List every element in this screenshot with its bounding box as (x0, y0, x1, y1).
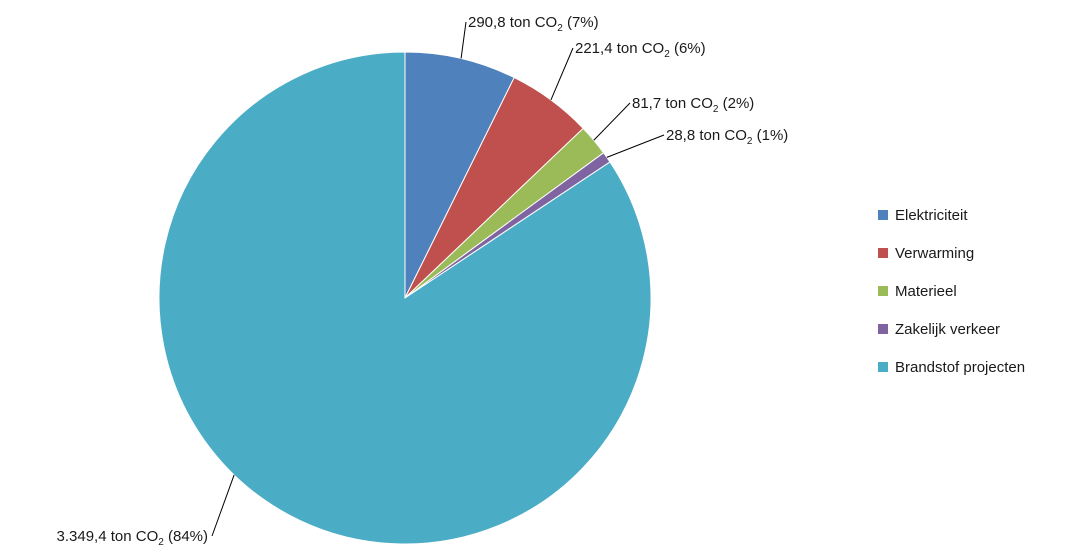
legend-swatch-zakelijk-verkeer (878, 324, 888, 334)
legend-label-elektriciteit: Elektriciteit (895, 207, 968, 224)
data-labels: 290,8 ton CO2 (7%) 221,4 ton CO2 (6%) 81,7… (57, 14, 789, 546)
legend-swatch-brandstof-projecten (878, 362, 888, 372)
legend: Elektriciteit Verwarming Materieel Zakelijk… (878, 207, 1025, 376)
legend-swatch-materieel (878, 286, 888, 296)
leader-line-zakelijk-verkeer (606, 134, 665, 158)
pie-slices (158, 51, 652, 545)
leader-lines (211, 21, 665, 537)
pie-slice-elektriciteit (404, 51, 515, 299)
legend-label-zakelijk-verkeer: Zakelijk verkeer (895, 321, 1000, 338)
data-label-verwarming: 221,4 ton CO2 (6%) (575, 40, 706, 60)
data-label-brandstof-projecten: 3.349,4 ton CO2 (84%) (57, 528, 208, 546)
leader-line-brandstof-projecten (211, 474, 235, 537)
leader-line-materieel (593, 102, 631, 141)
data-label-elektriciteit: 290,8 ton CO2 (7%) (468, 14, 599, 34)
legend-swatch-elektriciteit (878, 210, 888, 220)
pie-slice-brandstof-projecten (158, 51, 652, 545)
legend-label-materieel: Materieel (895, 283, 957, 300)
legend-label-verwarming: Verwarming (895, 245, 974, 262)
leader-line-elektriciteit (460, 21, 467, 59)
legend-swatch-verwarming (878, 248, 888, 258)
data-label-materieel: 81,7 ton CO2 (2%) (632, 95, 754, 115)
legend-label-brandstof-projecten: Brandstof projecten (895, 359, 1025, 376)
leader-line-verwarming (550, 47, 574, 101)
data-label-zakelijk-verkeer: 28,8 ton CO2 (1%) (666, 127, 788, 147)
